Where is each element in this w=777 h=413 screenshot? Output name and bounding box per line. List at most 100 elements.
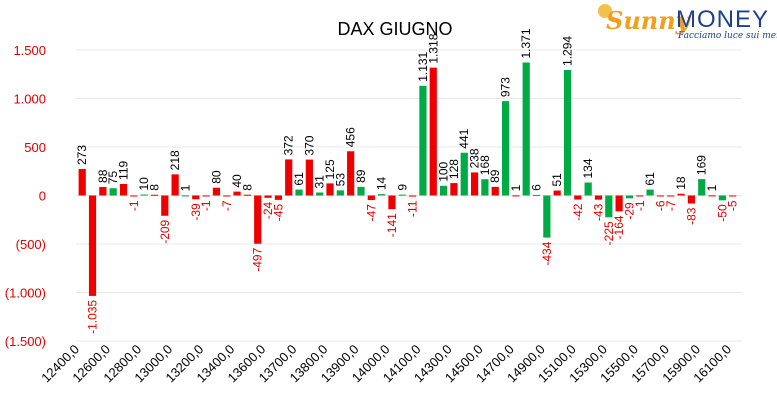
bar [491, 186, 499, 196]
bar [543, 195, 551, 238]
bar [171, 174, 179, 196]
logo-brand-money: MONEY [676, 6, 770, 33]
bar [470, 172, 479, 196]
data-label: 80 [209, 170, 223, 184]
bar [429, 67, 437, 196]
y-axis: 1.500 1.000 500 0 (500) (1.000) (1.500) [5, 43, 46, 349]
data-label: 119 [116, 160, 130, 179]
data-label: 370 [302, 135, 316, 155]
bar [254, 195, 262, 244]
y-tick-label: (500) [16, 237, 46, 252]
data-label: 31 [313, 175, 327, 189]
data-label: -5 [726, 200, 740, 211]
bar [99, 186, 107, 196]
data-label: 1.294 [560, 36, 574, 66]
bar [150, 194, 159, 196]
bar [202, 195, 210, 197]
data-label: 128 [447, 159, 461, 179]
data-label: -497 [251, 247, 265, 271]
data-label: 1 [509, 184, 523, 191]
data-label: 14 [375, 176, 389, 190]
bar [718, 195, 726, 201]
bar [140, 194, 148, 196]
data-label: 89 [354, 169, 368, 183]
data-label: -164 [612, 215, 626, 239]
bar [615, 195, 623, 212]
data-label: -43 [591, 203, 605, 221]
data-label: -209 [158, 219, 172, 243]
data-label: 218 [168, 150, 182, 170]
data-label: -39 [189, 203, 203, 221]
data-label: 8 [240, 184, 254, 191]
data-label: -47 [364, 204, 378, 222]
bar [512, 195, 520, 197]
data-label: 1.131 [416, 51, 430, 81]
bar [398, 194, 406, 196]
data-label: 1 [705, 184, 719, 191]
bar [667, 195, 675, 197]
data-label: 372 [282, 135, 296, 155]
data-label: 1 [178, 184, 192, 191]
data-label: 61 [292, 172, 306, 186]
data-label: -6 [653, 200, 667, 211]
y-tick-label: (1.000) [5, 286, 46, 301]
data-label: 40 [230, 174, 244, 188]
data-label: -225 [602, 221, 616, 245]
data-label: -7 [220, 200, 234, 211]
bar [708, 195, 716, 197]
data-label: -45 [271, 204, 285, 222]
data-label: 456 [344, 127, 358, 147]
bar [212, 187, 221, 196]
bar [522, 62, 530, 196]
logo-tagline: Facciamo luce sui mercati [678, 31, 777, 41]
bar [687, 195, 696, 204]
logo-brand-sunny: Sunny [606, 6, 690, 35]
bar [553, 190, 561, 196]
y-tick-label: (1.500) [5, 334, 46, 349]
bar [119, 183, 128, 196]
data-label: 88 [96, 169, 110, 183]
data-label: 100 [437, 161, 451, 181]
y-tick-label: 1.500 [13, 43, 46, 58]
bar [419, 85, 427, 196]
bar [109, 188, 117, 196]
bar [501, 101, 510, 196]
bar [357, 186, 365, 196]
bar [305, 159, 313, 196]
data-label: 1.318 [426, 33, 440, 63]
bar [274, 195, 282, 200]
data-label: 18 [674, 176, 688, 190]
bar [88, 195, 97, 296]
data-label: 273 [75, 145, 89, 165]
bar [347, 151, 355, 196]
data-label: 169 [695, 155, 709, 175]
bar [646, 189, 654, 196]
bar [532, 194, 541, 196]
bar [192, 195, 200, 200]
data-label: 51 [550, 173, 564, 187]
data-label: 238 [468, 148, 482, 168]
bar [367, 195, 375, 201]
data-label: -11 [406, 200, 420, 217]
data-label: 134 [581, 158, 595, 178]
bar [409, 195, 417, 197]
data-labels: 273-1.0358875119-1108-2092181-39-180-740… [75, 28, 740, 334]
bar [223, 195, 231, 197]
data-label: -24 [261, 202, 275, 220]
bar [161, 195, 169, 216]
data-label: 8 [147, 184, 161, 191]
y-tick-label: 1.000 [13, 92, 46, 107]
bars [78, 62, 737, 296]
bar [625, 195, 634, 199]
bar [677, 193, 685, 196]
data-label: 61 [643, 172, 657, 186]
bar [574, 195, 582, 200]
bar [439, 185, 448, 196]
data-label: 168 [478, 155, 492, 175]
bar [594, 195, 603, 200]
data-label: 89 [488, 169, 502, 183]
bar [378, 194, 386, 196]
data-label: -50 [715, 204, 729, 222]
data-label: 53 [333, 173, 347, 187]
